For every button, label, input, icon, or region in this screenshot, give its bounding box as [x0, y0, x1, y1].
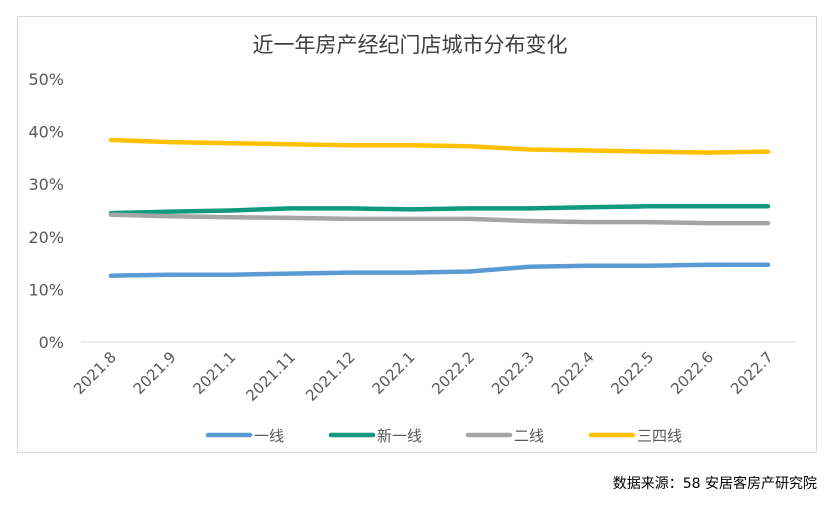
x-tick-label: 2022.3 — [488, 348, 538, 398]
series-line — [108, 204, 771, 216]
series-lines — [108, 137, 771, 278]
legend-label: 二线 — [514, 427, 544, 445]
x-tick-label: 2021.1 — [189, 348, 239, 398]
x-tick-label: 2022.2 — [428, 348, 478, 398]
x-tick-label: 2022.7 — [727, 348, 777, 398]
series-line — [108, 262, 771, 278]
chart-title: 近一年房产经纪门店城市分布变化 — [253, 33, 568, 57]
y-tick-label: 20% — [28, 228, 64, 247]
source-note: 数据来源：58 安居客房产研究院 — [612, 476, 817, 492]
y-tick-label: 40% — [28, 123, 64, 142]
chart-frame: 近一年房产经纪门店城市分布变化 0% 10% 20% 30% 40% 50% 2021.8… — [17, 16, 817, 453]
legend-label: 三四线 — [637, 427, 682, 445]
y-tick-label: 50% — [28, 70, 64, 89]
x-tick-labels: 2021.8 2021.9 2021.1 2021.11 2021.12 2022.1 20… — [70, 348, 777, 405]
x-tick-label: 2021.9 — [130, 348, 180, 398]
y-tick-label: 30% — [28, 175, 64, 194]
x-tick-label: 2022.5 — [608, 348, 658, 398]
x-tick-label: 2022.1 — [369, 348, 419, 398]
y-tick-label: 0% — [39, 333, 64, 352]
series-line — [108, 137, 771, 155]
series-line — [108, 212, 771, 226]
x-tick-label: 2021.12 — [302, 348, 359, 405]
x-tick-label: 2021.11 — [242, 348, 299, 405]
legend-label: 一线 — [254, 427, 284, 445]
y-tick-label: 10% — [28, 280, 64, 299]
legend-label: 新一线 — [377, 427, 422, 445]
x-tick-label: 2021.8 — [70, 348, 120, 398]
x-tick-label: 2022.4 — [548, 348, 598, 398]
line-chart: 近一年房产经纪门店城市分布变化 0% 10% 20% 30% 40% 50% 2021.8… — [28, 33, 796, 445]
legend: 一线 新一线 二线 三四线 — [205, 427, 682, 445]
y-tick-labels: 0% 10% 20% 30% 40% 50% — [28, 70, 64, 352]
x-tick-label: 2022.6 — [667, 348, 717, 398]
